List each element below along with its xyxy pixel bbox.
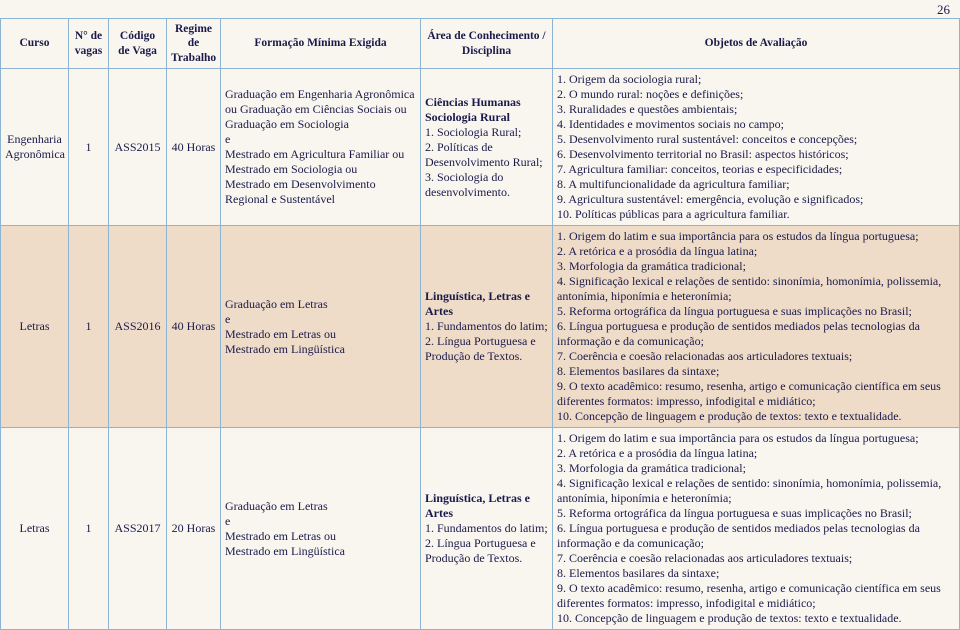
area-body: 1. Fundamentos do latim;2. Língua Portug… [425, 319, 548, 364]
cell-codigo: ASS2017 [109, 428, 167, 630]
cell-vagas: 1 [69, 226, 109, 428]
area-heading: Linguística, Letras e Artes [425, 491, 548, 521]
header-curso: Curso [1, 19, 69, 69]
area-subheading: Sociologia Rural [425, 110, 548, 125]
area-heading: Linguística, Letras e Artes [425, 289, 548, 319]
data-table: Curso N° de vagas Código de Vaga Regime … [0, 18, 960, 630]
cell-objetos: 1. Origem do latim e sua importância par… [553, 428, 960, 630]
cell-regime: 40 Horas [167, 69, 221, 226]
header-vagas: N° de vagas [69, 19, 109, 69]
cell-codigo: ASS2016 [109, 226, 167, 428]
cell-formacao: Graduação em LetraseMestrado em Letras o… [221, 428, 421, 630]
cell-objetos: 1. Origem do latim e sua importância par… [553, 226, 960, 428]
cell-area: Linguística, Letras e Artes1. Fundamento… [421, 226, 553, 428]
cell-area: Linguística, Letras e Artes1. Fundamento… [421, 428, 553, 630]
cell-objetos: 1. Origem da sociologia rural;2. O mundo… [553, 69, 960, 226]
header-codigo: Código de Vaga [109, 19, 167, 69]
cell-regime: 20 Horas [167, 428, 221, 630]
header-formacao: Formação Mínima Exigida [221, 19, 421, 69]
cell-curso: Letras [1, 226, 69, 428]
header-regime: Regime de Trabalho [167, 19, 221, 69]
cell-vagas: 1 [69, 69, 109, 226]
area-body: 1. Fundamentos do latim;2. Língua Portug… [425, 521, 548, 566]
header-objetos: Objetos de Avaliação [553, 19, 960, 69]
page-number: 26 [0, 0, 960, 18]
table-row: Engenharia Agronômica1ASS201540 HorasGra… [1, 69, 960, 226]
cell-formacao: Graduação em LetraseMestrado em Letras o… [221, 226, 421, 428]
cell-curso: Letras [1, 428, 69, 630]
table-row: Letras1ASS201720 HorasGraduação em Letra… [1, 428, 960, 630]
area-body: 1. Sociologia Rural;2. Políticas de Dese… [425, 125, 548, 200]
cell-vagas: 1 [69, 428, 109, 630]
cell-curso: Engenharia Agronômica [1, 69, 69, 226]
header-area: Área de Conhecimento / Disciplina [421, 19, 553, 69]
table-header-row: Curso N° de vagas Código de Vaga Regime … [1, 19, 960, 69]
cell-area: Ciências HumanasSociologia Rural1. Socio… [421, 69, 553, 226]
cell-regime: 40 Horas [167, 226, 221, 428]
area-heading: Ciências Humanas [425, 95, 548, 110]
cell-codigo: ASS2015 [109, 69, 167, 226]
table-row: Letras1ASS201640 HorasGraduação em Letra… [1, 226, 960, 428]
cell-formacao: Graduação em Engenharia Agronômica ou Gr… [221, 69, 421, 226]
